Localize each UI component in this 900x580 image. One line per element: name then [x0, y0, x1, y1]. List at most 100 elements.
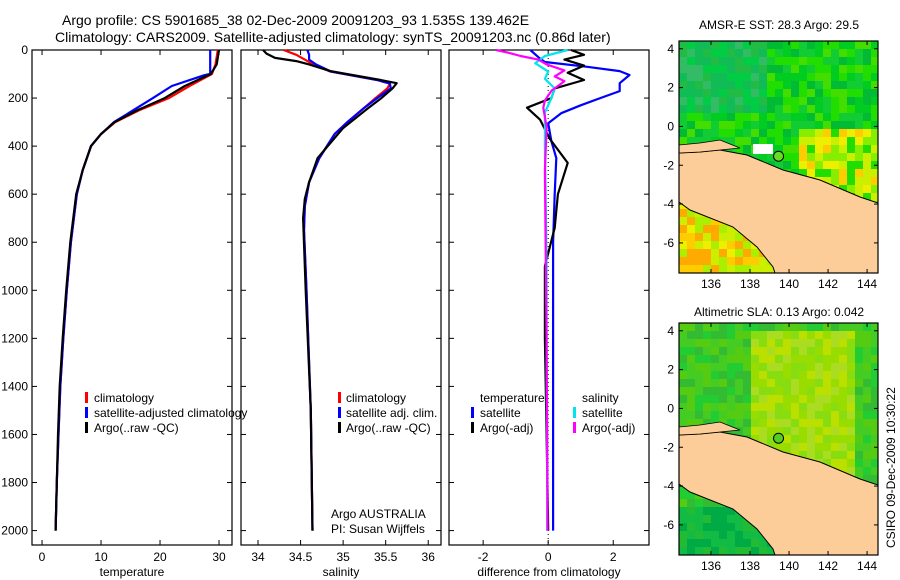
- map-cell: [759, 65, 767, 73]
- map-cell: [711, 265, 719, 273]
- map-cell: [831, 161, 839, 169]
- lat-tick-label: -6: [663, 518, 674, 532]
- map-cell: [759, 355, 767, 363]
- map-cell: [743, 113, 751, 121]
- map-cell: [839, 81, 847, 89]
- map-cell: [751, 97, 759, 105]
- map-cell: [807, 153, 815, 161]
- map-cell: [839, 435, 847, 443]
- map-cell: [735, 523, 743, 531]
- map-cell: [855, 323, 863, 331]
- map-cell: [751, 323, 759, 331]
- map-cell: [775, 105, 783, 113]
- map-cell: [775, 41, 783, 49]
- map-cell: [775, 331, 783, 339]
- map-cell: [719, 547, 727, 555]
- map-cell: [735, 137, 743, 145]
- map-cell: [695, 249, 703, 257]
- map-cell: [767, 137, 775, 145]
- map-cell: [839, 161, 847, 169]
- map-cell: [847, 331, 855, 339]
- map-cell: [823, 89, 831, 97]
- map-cell: [767, 547, 775, 555]
- map-cell: [743, 241, 751, 249]
- lat-tick-label: 2: [667, 81, 674, 95]
- map-cell: [847, 145, 855, 153]
- map-cell: [863, 411, 871, 419]
- legend-swatch-sal-argo: [573, 422, 576, 433]
- map-cell: [847, 395, 855, 403]
- map-cell: [695, 539, 703, 547]
- map-cell: [839, 403, 847, 411]
- lon-tick-label: 140: [779, 559, 799, 573]
- map-cell: [727, 89, 735, 97]
- map-cell: [831, 73, 839, 81]
- map-cell: [759, 379, 767, 387]
- map-cell: [727, 113, 735, 121]
- map-cell: [863, 57, 871, 65]
- map-cell: [831, 323, 839, 331]
- map-cell: [727, 233, 735, 241]
- map-cell: [807, 65, 815, 73]
- map-cell: [767, 395, 775, 403]
- map-cell: [711, 387, 719, 395]
- map-cell: [735, 387, 743, 395]
- map-cell: [847, 137, 855, 145]
- map-cell: [719, 257, 727, 265]
- map-cell: [711, 523, 719, 531]
- map-cell: [735, 129, 743, 137]
- map-cell: [847, 451, 855, 459]
- map-cell: [679, 355, 687, 363]
- map-cell: [871, 419, 878, 427]
- map-cell: [871, 89, 878, 97]
- map-cell: [847, 73, 855, 81]
- map-cell: [719, 523, 727, 531]
- map-cell: [847, 403, 855, 411]
- map-cell: [871, 435, 878, 443]
- map-cell: [687, 65, 695, 73]
- y-tick-label: 2000: [1, 524, 28, 538]
- map-cell: [751, 73, 759, 81]
- map-cell: [855, 185, 863, 193]
- map-cell: [831, 177, 839, 185]
- map-cell: [711, 515, 719, 523]
- map-cell: [743, 539, 751, 547]
- map-cell: [751, 113, 759, 121]
- map-cell: [847, 89, 855, 97]
- map-cell: [871, 177, 878, 185]
- map-cell: [775, 403, 783, 411]
- map-cell: [679, 113, 687, 121]
- map-cell: [823, 97, 831, 105]
- map-cell: [727, 225, 735, 233]
- map-cell: [783, 81, 791, 89]
- map-cell: [815, 41, 823, 49]
- map-cell: [855, 331, 863, 339]
- map-cell: [783, 387, 791, 395]
- map-cell: [687, 137, 695, 145]
- legend-label: climatology: [94, 391, 154, 405]
- map-cell: [823, 65, 831, 73]
- map-cell: [767, 347, 775, 355]
- map-cell: [815, 73, 823, 81]
- map-cell: [871, 81, 878, 89]
- map-cell: [711, 257, 719, 265]
- y-tick-label: 200: [8, 91, 28, 105]
- lat-tick-label: 4: [667, 324, 674, 338]
- map-cell: [791, 89, 799, 97]
- y-tick-label: 1200: [1, 331, 28, 345]
- map-cell: [695, 323, 703, 331]
- map-cell: [727, 105, 735, 113]
- map-cell: [711, 363, 719, 371]
- map-cell: [743, 411, 751, 419]
- map-cell: [711, 113, 719, 121]
- legend-swatch-sal-satellite: [573, 407, 576, 418]
- map-cell: [807, 403, 815, 411]
- map-cell: [847, 339, 855, 347]
- map-cell: [759, 323, 767, 331]
- map-cell: [823, 49, 831, 57]
- map-cell: [759, 81, 767, 89]
- map-cell: [759, 57, 767, 65]
- map-cell: [855, 89, 863, 97]
- map-cell: [783, 347, 791, 355]
- map-cell: [831, 347, 839, 355]
